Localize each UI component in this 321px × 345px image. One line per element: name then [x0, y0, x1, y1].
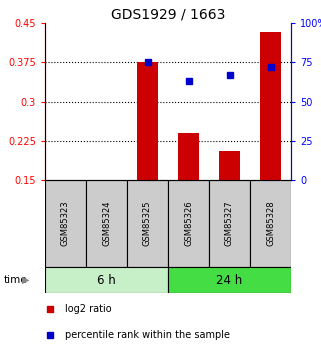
Bar — [45, 180, 86, 267]
Text: ▶: ▶ — [22, 275, 30, 285]
Text: 6 h: 6 h — [97, 274, 116, 286]
Bar — [209, 180, 250, 267]
Bar — [86, 180, 127, 267]
Text: log2 ratio: log2 ratio — [65, 304, 111, 314]
Bar — [45, 267, 168, 293]
Text: percentile rank within the sample: percentile rank within the sample — [65, 329, 230, 339]
Text: GSM85323: GSM85323 — [61, 201, 70, 246]
Bar — [127, 180, 168, 267]
Bar — [168, 180, 209, 267]
Text: GSM85324: GSM85324 — [102, 201, 111, 246]
Text: 24 h: 24 h — [216, 274, 243, 286]
Bar — [219, 151, 240, 180]
Bar — [260, 32, 281, 180]
Bar — [250, 180, 291, 267]
Bar — [168, 267, 291, 293]
Text: GSM85328: GSM85328 — [266, 201, 275, 246]
Text: GSM85326: GSM85326 — [184, 201, 193, 246]
Text: GSM85327: GSM85327 — [225, 201, 234, 246]
Bar — [137, 62, 158, 180]
Text: time: time — [3, 275, 27, 285]
Bar — [178, 133, 199, 180]
Title: GDS1929 / 1663: GDS1929 / 1663 — [111, 8, 225, 22]
Text: GSM85325: GSM85325 — [143, 201, 152, 246]
